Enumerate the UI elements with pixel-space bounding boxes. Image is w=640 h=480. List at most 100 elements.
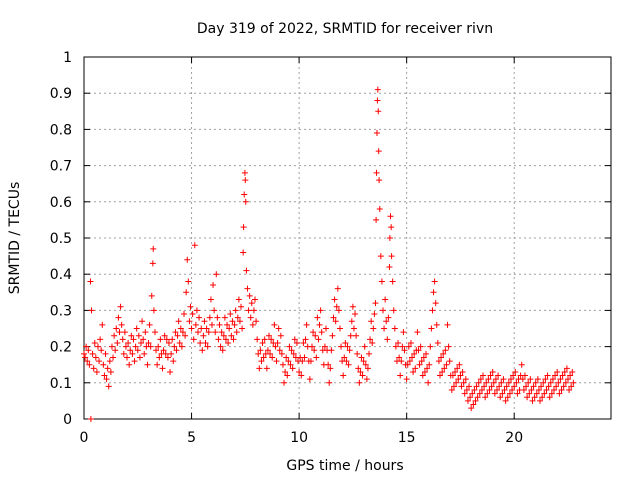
data-point [497,394,504,401]
data-point [528,387,535,394]
data-point [259,339,266,346]
data-point [299,358,306,365]
data-point [288,347,295,354]
data-point [377,253,384,260]
data-point [289,365,296,372]
data-point [456,361,463,368]
data-point [225,339,232,346]
data-point [569,368,576,375]
chart-title: Day 319 of 2022, SRMTID for receiver riv… [197,21,493,37]
data-point [175,318,182,325]
data-point [222,336,229,343]
data-point [293,339,300,346]
data-point [301,354,308,361]
data-point [347,332,354,339]
data-point [273,358,280,365]
data-point [359,372,366,379]
data-point [229,318,236,325]
data-point [314,314,321,321]
y-tick-label: 0.4 [50,267,72,283]
data-point [480,372,487,379]
data-point [386,263,393,270]
data-point [349,303,356,310]
data-point [392,343,399,350]
data-point [407,339,414,346]
data-point [405,343,412,350]
axis-ticks [83,56,611,420]
data-point [481,383,488,390]
data-point [239,325,246,332]
data-point [252,296,259,303]
data-point [243,267,250,274]
data-point [165,339,172,346]
data-point [341,354,348,361]
data-point [471,387,478,394]
data-point [397,372,404,379]
data-point [207,296,214,303]
data-point [464,397,471,404]
data-point [432,300,439,307]
data-point [529,397,536,404]
data-point [364,365,371,372]
data-point [226,325,233,332]
data-point [453,379,460,386]
data-point [254,336,261,343]
data-point [164,354,171,361]
data-point [555,379,562,386]
data-point [485,376,492,383]
x-axis-tick-labels: 0 5 10 15 20 [80,430,524,446]
data-point [391,325,398,332]
data-point [384,336,391,343]
data-point [316,321,323,328]
data-point [147,343,154,350]
y-tick-label: 0.5 [50,231,72,247]
data-point [421,368,428,375]
data-point [466,383,473,390]
data-point [283,354,290,361]
data-point [321,343,328,350]
data-point [179,329,186,336]
data-point [159,365,166,372]
data-point [558,387,565,394]
data-point [519,376,526,383]
data-point [495,372,502,379]
data-point [82,354,89,361]
data-point [430,289,437,296]
data-point [310,329,317,336]
data-point [107,368,114,375]
data-point [127,347,134,354]
data-point [257,347,264,354]
data-point [469,390,476,397]
data-point [93,368,100,375]
data-point [500,376,507,383]
data-point [334,285,341,292]
data-point [491,390,498,397]
data-point [154,361,161,368]
data-point [433,321,440,328]
data-point [192,321,199,328]
data-point [531,394,538,401]
data-point [149,260,156,267]
data-point [174,332,181,339]
data-point [452,368,459,375]
data-point [278,350,285,357]
data-point [442,347,449,354]
data-point [372,300,379,307]
data-point [234,314,241,321]
data-point [375,108,382,115]
data-point [224,321,231,328]
data-point [444,321,451,328]
data-point [461,390,468,397]
data-point [526,390,533,397]
data-point [553,383,560,390]
data-point [121,329,128,336]
data-point [409,354,416,361]
data-point [505,379,512,386]
data-point [448,387,455,394]
data-point [371,311,378,318]
data-point [227,311,234,318]
data-point [258,358,265,365]
data-point [511,383,518,390]
data-point [367,336,374,343]
data-point [385,314,392,321]
